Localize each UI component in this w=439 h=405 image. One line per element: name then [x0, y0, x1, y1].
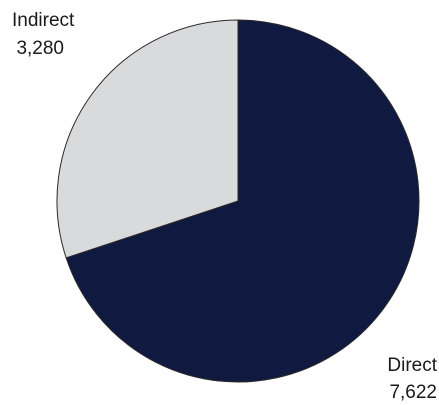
- slice-label-indirect-value: 3,280: [16, 38, 64, 59]
- slice-label-direct-name: Direct: [387, 355, 437, 376]
- pie-slices: [56, 19, 420, 383]
- slice-label-indirect-name: Indirect: [12, 10, 75, 31]
- slice-label-direct-value: 7,622: [389, 382, 437, 403]
- pie-slice-direct: [65, 19, 420, 383]
- pie-slice-indirect: [56, 19, 239, 259]
- slice-label-direct: Direct 7,622: [387, 355, 437, 403]
- slice-label-indirect: Indirect 3,280: [12, 10, 75, 59]
